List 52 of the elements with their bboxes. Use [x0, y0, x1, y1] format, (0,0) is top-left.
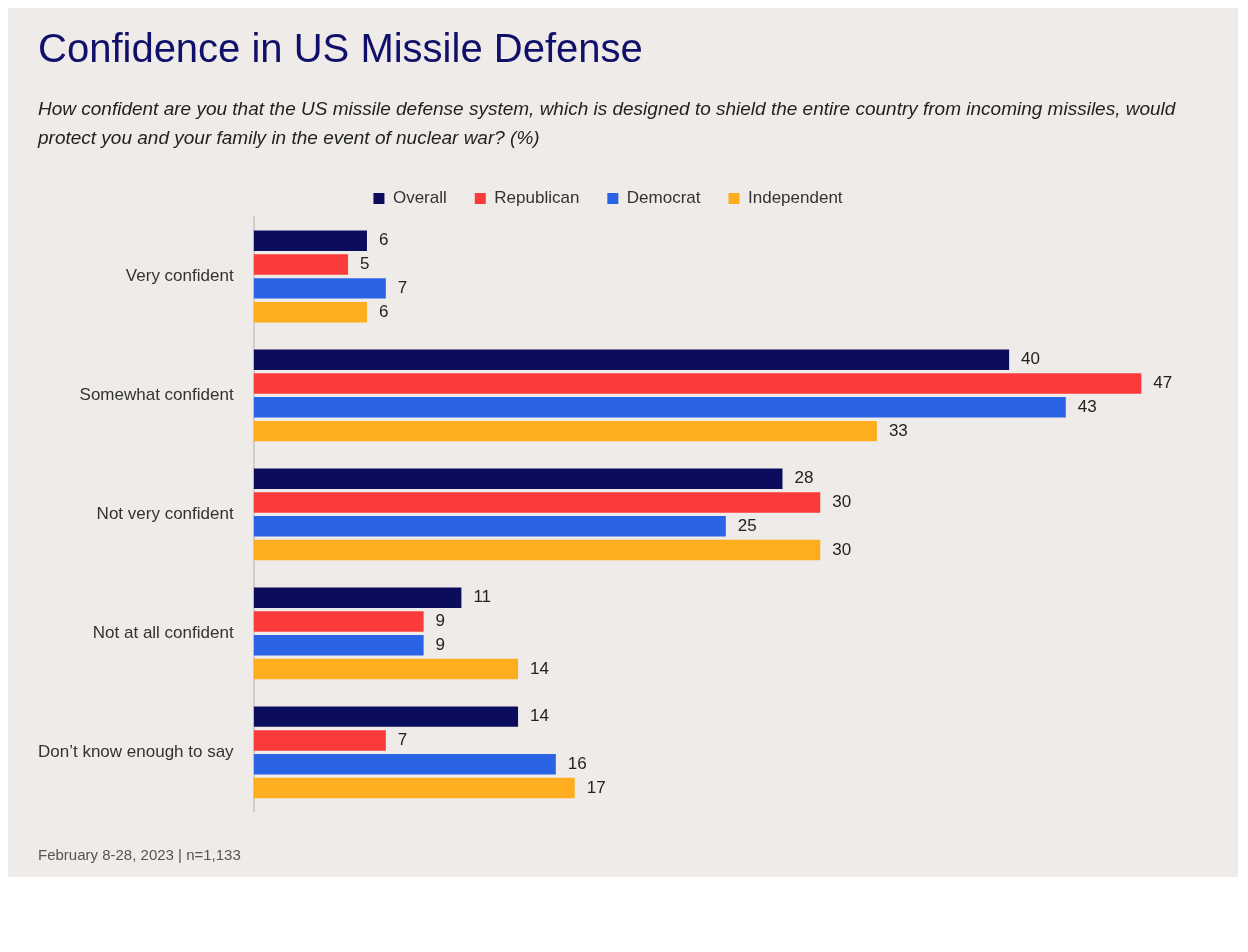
data-label: 6 [378, 230, 389, 250]
data-label: 7 [397, 730, 408, 750]
chart-subtitle: How confident are you that the US missile defense system, which is designed to shield the entire country from incoming missiles, would protect you and your family in the event of nuclear war? (%) [36, 97, 1177, 150]
data-label: 14 [530, 658, 549, 678]
bar [253, 706, 519, 727]
y-tick-label: Very confident [125, 266, 234, 286]
text: February 8-28, 2023 | n=1,133 [37, 845, 242, 865]
y-tick-label: Somewhat confident [79, 385, 234, 405]
data-label: 14 [530, 706, 549, 726]
y-tick-label: Not very confident [96, 504, 234, 524]
bar [253, 468, 783, 489]
data-label: 7 [397, 278, 408, 298]
y-tick-label: Not at all confident [92, 623, 234, 643]
chart-title: Confidence in US Missile Defense [37, 25, 644, 72]
data-label: 5 [360, 254, 370, 274]
data-label: 9 [435, 611, 446, 631]
data-label: 30 [832, 492, 852, 512]
bar [253, 777, 575, 799]
bar [253, 254, 349, 275]
legend-label: Democrat [626, 188, 701, 208]
bar [253, 516, 726, 537]
data-label: 28 [794, 468, 814, 488]
data-label: 40 [1021, 349, 1041, 369]
bar [253, 587, 462, 608]
bar [253, 278, 386, 299]
bar [253, 753, 556, 775]
legend-label: Independent [748, 188, 843, 208]
bar [253, 658, 519, 680]
bar [253, 539, 821, 561]
data-label: 16 [567, 753, 587, 773]
legend-label: Overall [392, 188, 447, 208]
bar [253, 373, 1142, 394]
bar [253, 301, 367, 323]
legend-label: Republican [494, 188, 580, 208]
bar [253, 230, 367, 252]
bar [253, 397, 1066, 418]
data-label: 47 [1153, 373, 1173, 393]
data-label: 43 [1077, 397, 1097, 417]
data-label: 11 [473, 587, 492, 607]
bar [253, 611, 424, 632]
data-label: 6 [378, 301, 389, 321]
data-label: 25 [737, 515, 757, 535]
data-label: 17 [586, 777, 606, 797]
data-label: 33 [888, 420, 908, 440]
bar [253, 635, 424, 656]
bar [253, 730, 386, 751]
bar [253, 349, 1010, 370]
y-tick-label: Don’t know enough to say [38, 742, 235, 762]
bar [253, 492, 821, 513]
data-label: 9 [435, 634, 446, 654]
data-label: 30 [832, 539, 852, 559]
bar [253, 420, 877, 442]
